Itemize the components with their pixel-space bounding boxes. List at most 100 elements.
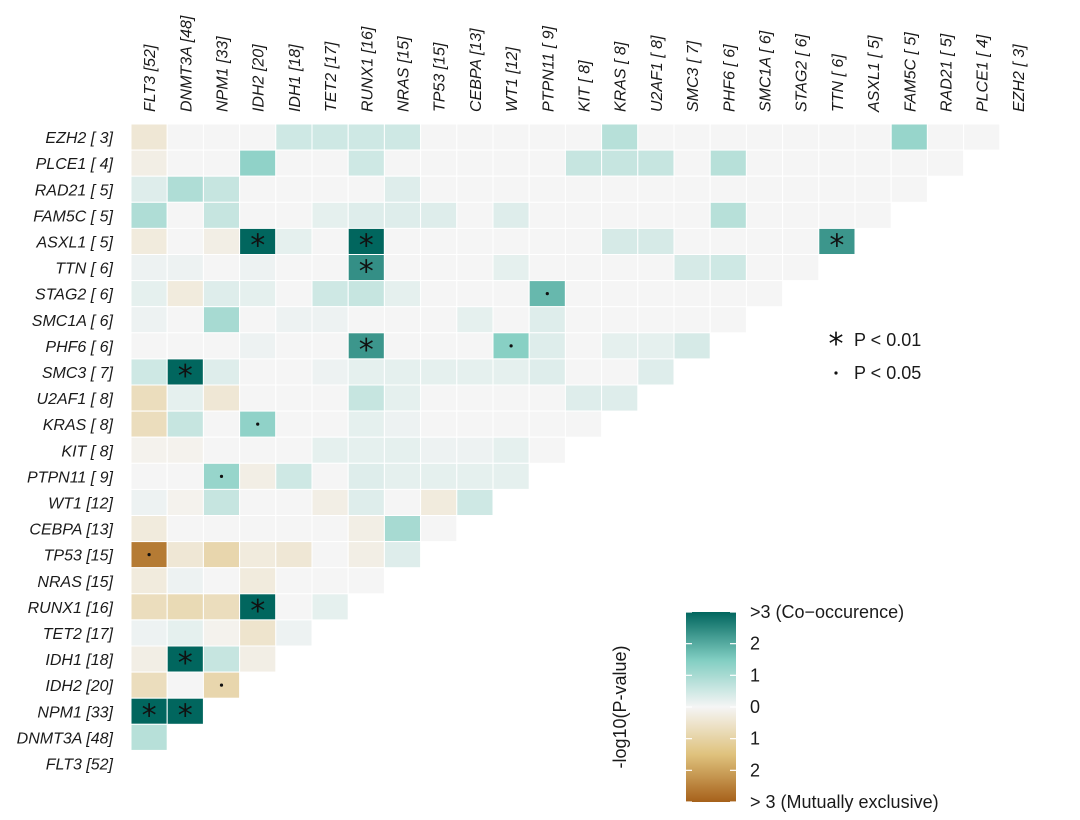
heatmap-cell <box>202 175 241 203</box>
heatmap-cell <box>492 123 530 151</box>
heatmap-cell <box>202 619 241 647</box>
colorbar-tick-label: 2 <box>750 760 760 780</box>
heatmap-cell <box>202 410 241 438</box>
heatmap-cell <box>745 123 784 151</box>
heatmap-cell <box>492 306 530 334</box>
heatmap-cell <box>383 280 422 308</box>
heatmap-cell <box>745 254 784 282</box>
heatmap-cell <box>275 515 313 543</box>
colorbar-tick-label: > 3 (Mutually exclusive) <box>750 792 939 812</box>
heatmap-cell <box>239 306 277 334</box>
heatmap-cell <box>564 149 603 177</box>
heatmap-cell <box>275 123 313 151</box>
heatmap-cell <box>420 149 458 177</box>
column-label: TP53 [15] <box>432 42 449 112</box>
heatmap-cell <box>528 149 566 177</box>
heatmap-cell <box>130 201 168 229</box>
heatmap-cell <box>347 201 385 229</box>
colorbar-title: -log10(P-value) <box>610 645 630 768</box>
significance-dot <box>219 683 224 687</box>
heatmap-cell <box>166 462 204 490</box>
heatmap-cell <box>202 462 241 490</box>
heatmap-cell <box>347 462 385 490</box>
heatmap-cell <box>275 254 313 282</box>
heatmap-cell <box>275 436 313 464</box>
heatmap-cell <box>673 175 711 203</box>
heatmap-cell <box>202 593 241 621</box>
heatmap-cell <box>202 332 241 360</box>
significance-star: * <box>359 333 374 368</box>
heatmap-cell <box>166 410 204 438</box>
heatmap-cell <box>456 227 494 255</box>
heatmap-cell <box>745 149 784 177</box>
heatmap-cell <box>347 280 385 308</box>
heatmap-cell <box>420 201 458 229</box>
heatmap-cell <box>601 149 639 177</box>
column-label: CEBPA [13] <box>468 28 485 112</box>
heatmap-cell <box>130 227 168 255</box>
row-label: SMC1A [ 6] <box>32 313 114 330</box>
heatmap-cell <box>637 280 675 308</box>
row-label: CEBPA [13] <box>29 522 113 539</box>
significance-dot <box>147 553 151 557</box>
heatmap-cell <box>130 462 168 490</box>
heatmap-cell <box>347 436 385 464</box>
heatmap-cell <box>890 123 928 151</box>
heatmap-cell <box>202 384 241 412</box>
heatmap-cell <box>130 723 168 751</box>
heatmap-cell <box>745 280 784 308</box>
heatmap-cell <box>239 488 277 516</box>
heatmap-cell <box>601 201 639 229</box>
heatmap-cell <box>202 227 241 255</box>
heatmap-cell <box>383 410 422 438</box>
column-label: FLT3 [52] <box>142 44 159 112</box>
heatmap-cell <box>347 175 385 203</box>
heatmap-cell <box>166 384 204 412</box>
heatmap-cell <box>383 201 422 229</box>
heatmap-cell <box>890 149 928 177</box>
column-label: RUNX1 [16] <box>359 26 376 112</box>
heatmap-cell <box>383 254 422 282</box>
heatmap-cell <box>239 280 277 308</box>
heatmap-cell <box>601 358 639 386</box>
colorbar-tick-label: >3 (Co−occurence) <box>750 602 904 622</box>
heatmap-cell <box>456 280 494 308</box>
heatmap-cell <box>564 254 603 282</box>
column-label: STAG2 [ 6] <box>794 33 811 112</box>
column-label: KIT [ 8] <box>577 60 594 112</box>
significance-star: * <box>178 359 193 394</box>
heatmap-cell <box>492 175 530 203</box>
heatmap-cell <box>130 254 168 282</box>
heatmap-cell <box>564 175 603 203</box>
heatmap-cell <box>130 280 168 308</box>
significance-star: * <box>178 646 193 681</box>
heatmap-cell <box>311 306 349 334</box>
heatmap-cell <box>275 306 313 334</box>
heatmap-cell <box>347 332 385 360</box>
heatmap-cell <box>202 254 241 282</box>
heatmap-cell <box>202 515 241 543</box>
heatmap-cell <box>202 123 241 151</box>
heatmap-cell <box>347 410 385 438</box>
heatmap-cell <box>601 306 639 334</box>
heatmap-cell <box>311 175 349 203</box>
row-label: TET2 [17] <box>43 626 114 643</box>
heatmap-cell <box>854 201 892 229</box>
row-label: FAM5C [ 5] <box>33 208 113 225</box>
colorbar-tick-label: 1 <box>750 665 760 685</box>
heatmap-cell <box>456 123 494 151</box>
heatmap-cell <box>311 567 349 595</box>
heatmap-cell <box>528 306 566 334</box>
heatmap-cell <box>130 384 168 412</box>
heatmap-cell <box>311 436 349 464</box>
significance-dot <box>219 474 224 478</box>
heatmap-cell <box>673 306 711 334</box>
heatmap-cell <box>239 175 277 203</box>
heatmap-cell <box>528 254 566 282</box>
heatmap-cell <box>347 149 385 177</box>
heatmap-cell <box>420 358 458 386</box>
heatmap-cell <box>275 410 313 438</box>
heatmap-cell <box>709 306 747 334</box>
row-label: RAD21 [ 5] <box>35 182 114 199</box>
heatmap-cell <box>383 306 422 334</box>
